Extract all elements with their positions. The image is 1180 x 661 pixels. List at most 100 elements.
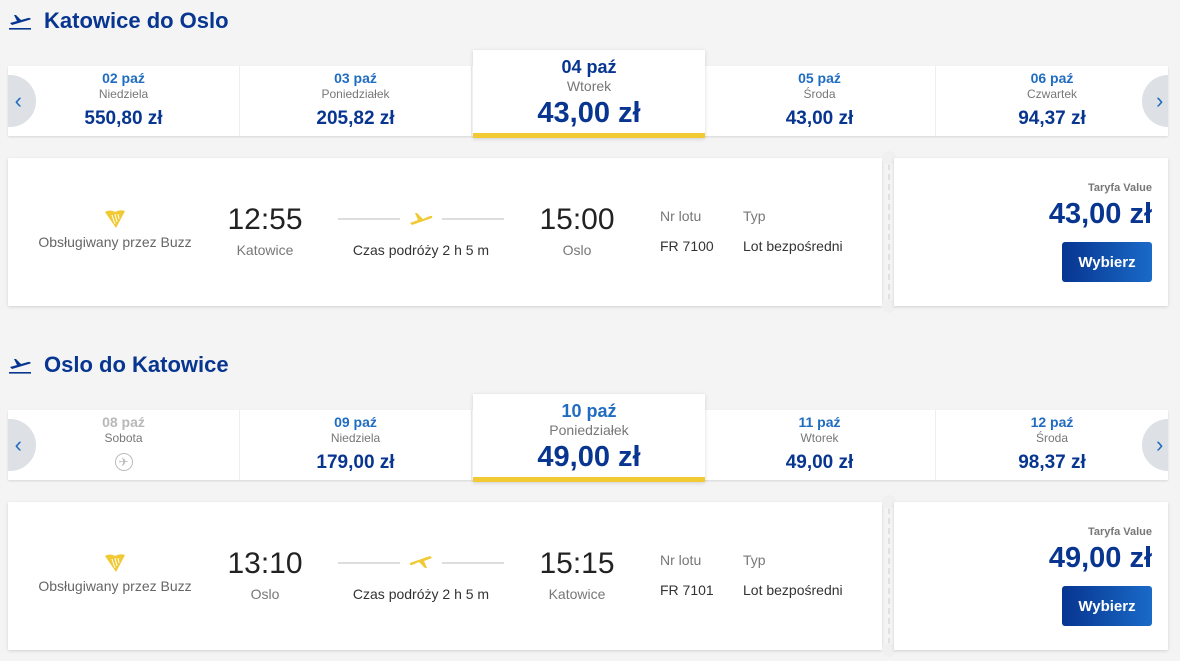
date-option[interactable]: 09 paź Niedziela 179,00 zł xyxy=(240,410,472,480)
no-flights-icon: ✈ xyxy=(114,453,133,471)
flight-type-block: Typ Lot bezpośredni xyxy=(743,552,843,598)
date-label: 03 paź xyxy=(334,70,377,86)
date-option[interactable]: 06 paź Czwartek 94,37 zł xyxy=(936,66,1168,136)
arrival-block: 15:15 Katowice xyxy=(522,546,632,602)
date-price: 43,00 zł xyxy=(537,97,641,129)
fare-label: Taryfa Value xyxy=(1088,526,1152,538)
operator-label: Obsługiwany przez Buzz xyxy=(38,234,192,250)
selected-date-option[interactable]: 04 paź Wtorek 43,00 zł xyxy=(473,50,705,138)
date-label: 04 paź xyxy=(561,57,617,77)
ticket-notch xyxy=(882,151,896,165)
outbound-next-clip: › xyxy=(1142,66,1168,136)
date-option[interactable]: 05 paź Środa 43,00 zł xyxy=(704,66,936,136)
weekday-label: Niedziela xyxy=(330,431,381,445)
ticket-perforation xyxy=(888,164,890,300)
select-flight-button[interactable]: Wybierz xyxy=(1062,586,1152,626)
ticket-notch xyxy=(882,495,896,509)
next-dates-button[interactable]: › xyxy=(1142,75,1168,127)
departure-block: 12:55 Katowice xyxy=(210,202,320,258)
flight-type-block: Typ Lot bezpośredni xyxy=(743,208,843,254)
weekday-label: Niedziela xyxy=(98,87,149,101)
duration-block: Czas podróży 2 h 5 m xyxy=(338,208,504,258)
departure-city: Katowice xyxy=(236,242,294,258)
inbound-prev-clip: ‹ xyxy=(8,410,36,480)
fare-price: 49,00 zł xyxy=(1048,542,1152,574)
prev-dates-button[interactable]: ‹ xyxy=(8,419,36,471)
date-label: 08 paź xyxy=(102,414,145,430)
weekday-label: Wtorek xyxy=(800,431,839,445)
flight-type-label: Typ xyxy=(743,208,766,224)
date-price: 179,00 zł xyxy=(316,452,395,473)
departure-time: 13:10 xyxy=(227,547,303,580)
weekday-label: Poniedziałek xyxy=(321,87,390,101)
chevron-left-icon: ‹ xyxy=(14,432,22,457)
inbound-section-title: Oslo do Katowice xyxy=(8,352,229,378)
ticket-notch xyxy=(882,299,896,313)
flight-number: FR 7101 xyxy=(660,582,714,598)
divider xyxy=(338,218,400,220)
fare-label: Taryfa Value xyxy=(1088,182,1152,194)
date-price: 550,80 zł xyxy=(84,108,163,129)
arrival-city: Katowice xyxy=(548,586,606,602)
arrival-city: Oslo xyxy=(562,242,592,258)
outbound-flight-card: Obsługiwany przez Buzz 12:55 Katowice Cz… xyxy=(8,158,882,306)
date-option[interactable]: 03 paź Poniedziałek 205,82 zł xyxy=(240,66,472,136)
select-flight-button[interactable]: Wybierz xyxy=(1062,242,1152,282)
chevron-right-icon: › xyxy=(1156,88,1164,113)
date-price: 98,37 zł xyxy=(1018,452,1086,473)
ryanair-harp-icon xyxy=(105,554,125,572)
date-option[interactable]: 12 paź Środa 98,37 zł xyxy=(936,410,1168,480)
flight-number-block: Nr lotu FR 7100 xyxy=(660,208,714,254)
operator-label: Obsługiwany przez Buzz xyxy=(38,578,192,594)
arrival-time: 15:15 xyxy=(539,547,615,580)
duration-label: Czas podróży 2 h 5 m xyxy=(352,586,490,602)
inbound-title: Oslo do Katowice xyxy=(44,352,229,377)
outbound-prev-clip: ‹ xyxy=(8,66,36,136)
flight-type: Lot bezpośredni xyxy=(743,582,843,598)
plane-landing-icon xyxy=(409,556,432,568)
arrival-block: 15:00 Oslo xyxy=(522,202,632,258)
date-price: 49,00 zł xyxy=(537,441,641,473)
date-option[interactable]: 11 paź Wtorek 49,00 zł xyxy=(704,410,936,480)
inbound-fare-card: Taryfa Value 49,00 zł Wybierz xyxy=(894,502,1168,650)
date-label: 09 paź xyxy=(334,414,377,430)
outbound-section-title: Katowice do Oslo xyxy=(8,8,229,34)
flight-number-label: Nr lotu xyxy=(660,552,702,568)
next-dates-button[interactable]: › xyxy=(1142,419,1168,471)
operator-info: Obsługiwany przez Buzz xyxy=(8,206,222,250)
departure-city: Oslo xyxy=(250,586,280,602)
date-option[interactable]: 02 paź Niedziela 550,80 zł xyxy=(8,66,240,136)
divider xyxy=(338,562,400,564)
chevron-left-icon: ‹ xyxy=(14,88,22,113)
fare-price: 43,00 zł xyxy=(1048,198,1152,230)
plane-takeoff-icon xyxy=(9,359,31,374)
date-label: 10 paź xyxy=(561,401,617,421)
weekday-label: Czwartek xyxy=(1026,87,1077,101)
flight-number: FR 7100 xyxy=(660,238,714,254)
prev-dates-button[interactable]: ‹ xyxy=(8,75,36,127)
weekday-label: Sobota xyxy=(104,431,143,445)
operator-info: Obsługiwany przez Buzz xyxy=(8,550,222,594)
weekday-label: Wtorek xyxy=(566,78,612,94)
flight-number-block: Nr lotu FR 7101 xyxy=(660,552,714,598)
flight-type-label: Typ xyxy=(743,552,766,568)
inbound-flight-card: Obsługiwany przez Buzz 13:10 Oslo Czas p… xyxy=(8,502,882,650)
departure-time: 12:55 xyxy=(227,203,303,236)
divider xyxy=(442,218,504,220)
date-label: 02 paź xyxy=(102,70,145,86)
date-price: 94,37 zł xyxy=(1018,108,1086,129)
date-label: 05 paź xyxy=(798,70,841,86)
date-option-disabled: 08 paź Sobota ✈ xyxy=(8,410,240,480)
date-price: 49,00 zł xyxy=(785,452,854,473)
selected-date-option[interactable]: 10 paź Poniedziałek 49,00 zł xyxy=(473,394,705,482)
plane-takeoff-icon xyxy=(9,15,31,30)
date-price: 43,00 zł xyxy=(785,108,854,129)
date-label: 11 paź xyxy=(798,414,841,430)
departure-block: 13:10 Oslo xyxy=(210,546,320,602)
weekday-label: Środa xyxy=(1035,431,1069,445)
ryanair-harp-icon xyxy=(105,210,125,228)
date-label: 12 paź xyxy=(1030,414,1074,430)
weekday-label: Środa xyxy=(803,87,836,101)
duration-label: Czas podróży 2 h 5 m xyxy=(352,242,490,258)
ticket-notch xyxy=(882,643,896,657)
